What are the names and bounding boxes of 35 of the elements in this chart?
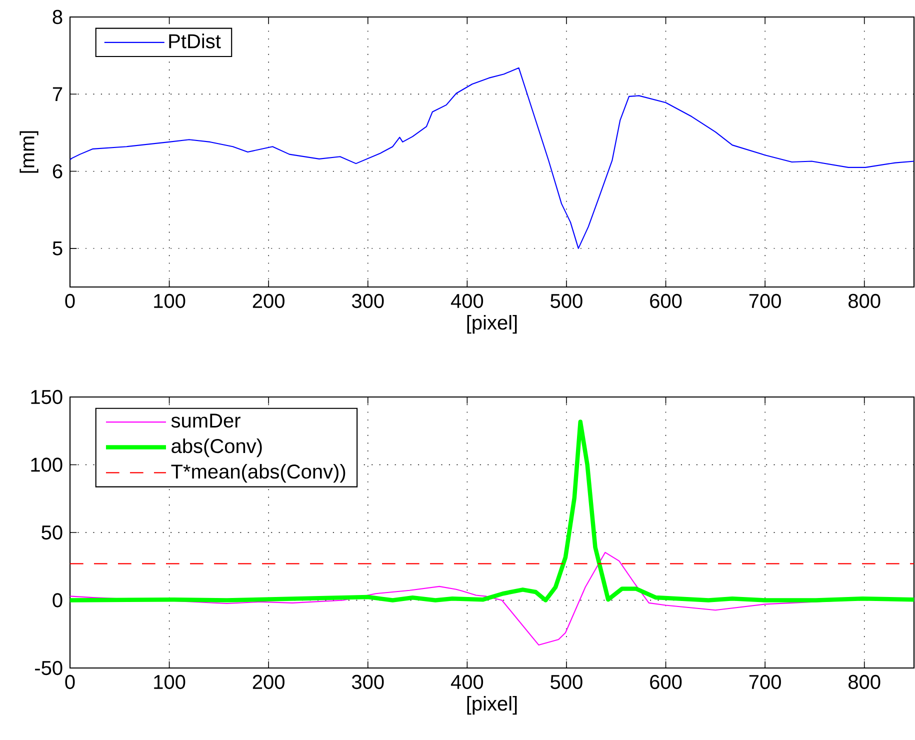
x-tick-label: 0 — [65, 294, 75, 308]
y-tick-label: 5 — [52, 241, 62, 256]
x-tick-label: 100 — [154, 294, 186, 308]
line-series — [70, 67, 914, 249]
x-tick-label: 700 — [749, 674, 781, 690]
x-tick-label: 700 — [749, 294, 781, 308]
y-axis-title: [mm] — [20, 131, 38, 173]
x-tick-label: 0 — [65, 674, 75, 690]
x-tick-label: 300 — [352, 294, 384, 308]
y-tick-label: 100 — [31, 458, 62, 472]
x-axis-title: [pixel] — [467, 696, 517, 715]
y-tick-label: 8 — [52, 10, 62, 24]
x-tick-label: 200 — [252, 674, 284, 690]
x-tick-label: 400 — [450, 674, 484, 690]
y-tick-label: -50 — [35, 660, 62, 676]
legend-label: sumDer — [171, 414, 240, 428]
y-tick-label: 6 — [52, 164, 62, 178]
y-tick-label: 50 — [42, 525, 62, 540]
x-tick-label: 600 — [650, 674, 682, 690]
x-tick-label: 500 — [550, 294, 582, 308]
legend-label: PtDist — [169, 34, 221, 48]
legend-label: abs(Conv) — [172, 438, 262, 458]
legend-label: T*mean(abs(Conv)) — [171, 464, 346, 483]
x-tick-label: 600 — [650, 294, 682, 308]
x-tick-label: 800 — [848, 294, 880, 308]
x-tick-label: 200 — [252, 294, 284, 308]
x-tick-label: 100 — [154, 674, 186, 690]
x-tick-label: 800 — [848, 674, 880, 690]
x-axis-title: [pixel] — [467, 315, 517, 334]
y-tick-label: 150 — [31, 390, 62, 404]
x-tick-label: 400 — [450, 294, 484, 308]
y-tick-label: 7 — [52, 87, 62, 102]
y-tick-label: 0 — [52, 593, 62, 608]
x-tick-label: 500 — [550, 674, 582, 690]
x-tick-label: 300 — [352, 674, 384, 690]
